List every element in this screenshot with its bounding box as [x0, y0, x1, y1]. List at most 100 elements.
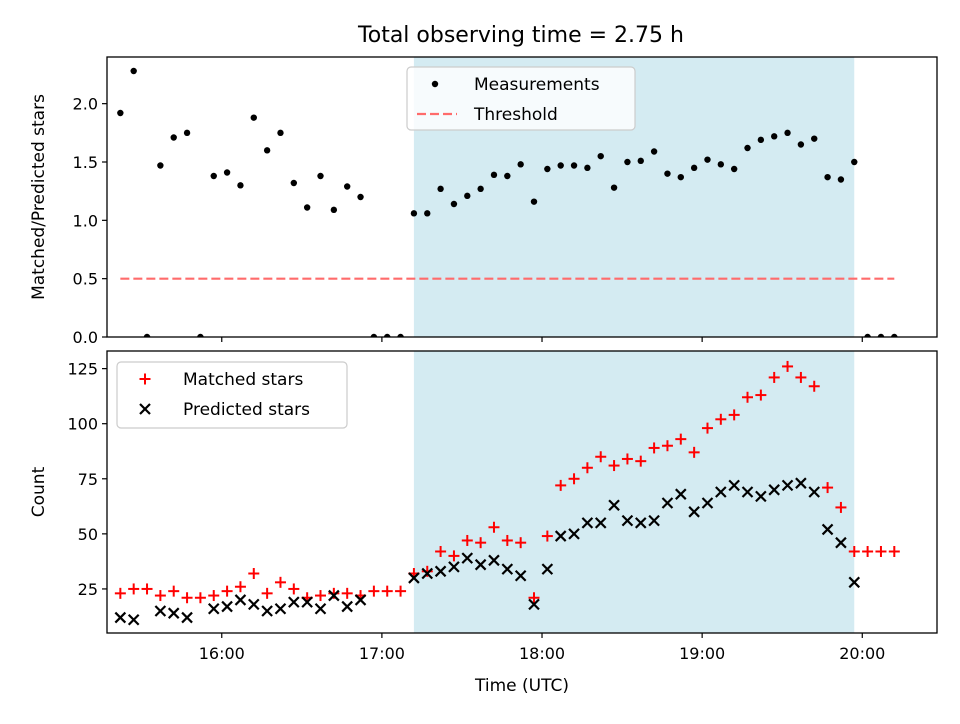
predicted-star-point: [248, 598, 260, 611]
measurement-point: [517, 161, 524, 168]
measurement-point: [157, 162, 164, 169]
y-tick-label: 125: [67, 360, 98, 379]
matched-star-point: [822, 482, 834, 494]
measurement-point: [277, 129, 284, 137]
predicted-star-point: [501, 563, 514, 575]
measurement-point: [437, 185, 444, 193]
measurement-point: [877, 333, 885, 337]
x-b: [248, 598, 260, 611]
x-b: [661, 497, 674, 509]
measurement-point: [490, 171, 498, 179]
measurement-point: [650, 148, 658, 155]
x-tick-label: 17:00: [359, 644, 405, 663]
y-tick-label: 2.0: [73, 95, 98, 114]
matched-star-point: [528, 592, 540, 604]
matched-star-point: [234, 581, 246, 593]
measurement-point: [504, 172, 511, 180]
measurement-point: [303, 204, 311, 211]
predicted-star-point: [688, 506, 700, 518]
measurement-point: [610, 184, 618, 191]
predicted-star-point: [488, 554, 500, 567]
predicted-star-point: [474, 558, 487, 571]
legend-label: Matched stars: [183, 370, 303, 390]
predicted-star-point: [768, 484, 780, 496]
measurement-point: [637, 157, 644, 165]
x-b: [207, 602, 220, 615]
x-b: [474, 558, 487, 571]
predicted-star-point: [594, 517, 607, 529]
predicted-star-point: [728, 479, 740, 492]
legend-label: Threshold: [473, 105, 558, 125]
x-b: [715, 486, 727, 498]
matched-star-point: [541, 530, 553, 542]
measurement-point: [570, 162, 578, 169]
predicted-star-point: [261, 605, 273, 617]
legend-box: [406, 66, 636, 131]
x-b: [781, 479, 794, 492]
matched-star-point: [742, 391, 754, 403]
matched-star-point: [848, 545, 860, 557]
measurement-point: [384, 333, 391, 337]
x-b: [234, 594, 247, 606]
y-axis-label: Matched/Predicted stars: [29, 94, 49, 300]
measurement-point: [664, 170, 671, 177]
x-b: [821, 523, 834, 536]
measurement-point: [477, 185, 484, 193]
matched-star-point: [168, 585, 180, 597]
legend-box: [116, 361, 348, 429]
measurement-point: [370, 333, 378, 337]
matched-star-point: [661, 440, 673, 452]
measurement-point: [584, 164, 591, 172]
predicted-star-point: [835, 536, 847, 549]
x-b: [594, 517, 607, 529]
predicted-star-point: [328, 589, 340, 602]
x-b: [274, 602, 287, 615]
predicted-star-point: [568, 528, 580, 540]
x-b: [675, 488, 687, 500]
matched-star-point: [555, 479, 567, 491]
measurement-point: [837, 176, 845, 183]
predicted-star-point: [421, 567, 434, 580]
predicted-star-point: [354, 594, 367, 606]
x-b: [514, 569, 527, 582]
measurement-point: [330, 206, 338, 214]
matched-star-point: [128, 583, 140, 595]
x-b: [608, 499, 620, 511]
axes-frame: [106, 56, 938, 338]
matched-star-point: [448, 550, 460, 562]
legend-label: Predicted stars: [183, 400, 310, 420]
measurement-point: [130, 67, 137, 75]
x-b: [568, 528, 580, 540]
plot-area: [117, 67, 898, 337]
measurement-point: [237, 182, 244, 189]
measurement-point: [811, 135, 818, 142]
measurement-point: [424, 210, 431, 217]
predicted-star-point: [274, 602, 287, 615]
measurement-point: [263, 147, 271, 154]
x-b: [421, 567, 434, 580]
matched-star-point: [288, 583, 300, 595]
legend: Measurements Threshold: [406, 66, 636, 131]
predicted-star-point: [675, 488, 687, 500]
matched-star-point: [461, 534, 473, 546]
predicted-star-point: [127, 614, 140, 626]
measurement-point: [357, 193, 364, 201]
predicted-star-point: [848, 576, 861, 589]
matched-star-point: [141, 583, 153, 595]
measurement-point: [143, 333, 151, 337]
matched-star-point: [808, 380, 820, 392]
predicted-star-point: [648, 514, 660, 527]
predicted-star-point: [795, 477, 807, 489]
matched-star-point: [595, 451, 607, 463]
predicted-star-point: [234, 594, 247, 606]
x-b: [221, 600, 233, 613]
measurement-point: [744, 144, 751, 152]
measurement-point: [717, 161, 725, 168]
matched-star-point: [341, 587, 353, 599]
matched-star-point: [568, 473, 580, 485]
predicted-star-point: [301, 596, 313, 608]
measurement-point: [891, 333, 898, 337]
predicted-star-point: [741, 486, 754, 498]
predicted-star-point: [554, 530, 567, 542]
